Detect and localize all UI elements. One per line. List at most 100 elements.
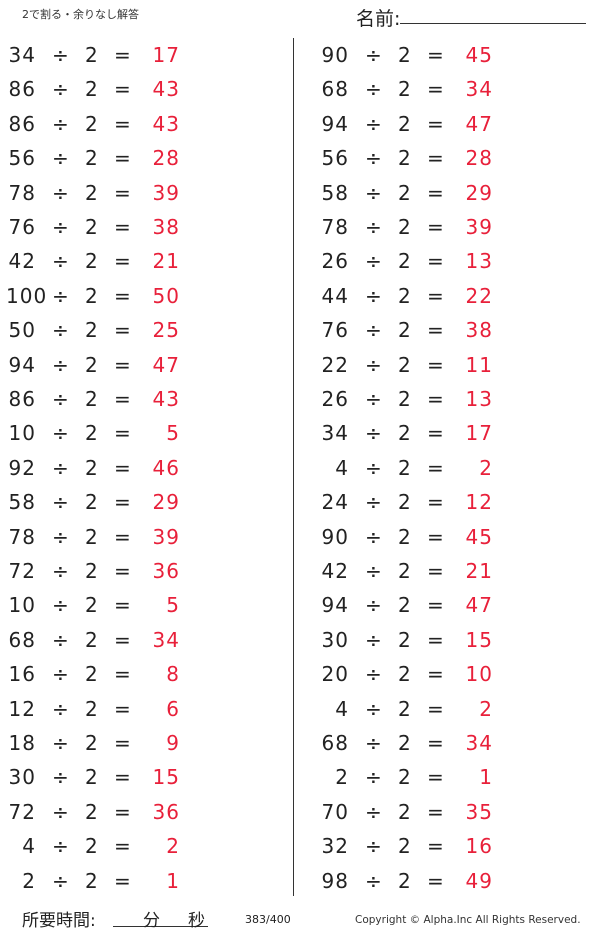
equals-sign: = [427, 834, 444, 859]
equals-sign: = [114, 215, 131, 239]
equals-sign: = [114, 283, 131, 308]
dividend: 30 [8, 765, 36, 790]
dividend: 34 [8, 43, 36, 67]
divisor: 2 [85, 765, 98, 790]
divide-sign: ÷ [365, 146, 382, 171]
dividend: 56 [321, 146, 349, 171]
answer: 46 [152, 455, 180, 480]
dividend: 20 [321, 662, 349, 687]
divisor: 2 [398, 765, 411, 790]
equals-sign: = [114, 593, 131, 618]
problem-row: 68 ÷ 2 = 34 [313, 74, 600, 104]
dividend: 78 [8, 524, 36, 549]
divide-sign: ÷ [52, 215, 69, 239]
problem-row: 68 ÷ 2 = 34 [313, 728, 600, 758]
equals-sign: = [114, 765, 131, 790]
dividend: 26 [321, 387, 349, 411]
equals-sign: = [427, 421, 444, 446]
worksheet-title: 2で割る・余りなし解答 [22, 8, 139, 21]
divide-sign: ÷ [52, 799, 69, 824]
problem-row: 78 ÷ 2 = 39 [0, 522, 300, 552]
answer: 43 [152, 77, 180, 102]
answer: 2 [479, 696, 493, 721]
dividend: 100 [6, 283, 48, 308]
problem-row: 26 ÷ 2 = 13 [313, 384, 600, 414]
answer: 49 [465, 868, 493, 893]
equals-sign: = [114, 662, 131, 687]
divisor: 2 [398, 834, 411, 859]
problem-row: 92 ÷ 2 = 46 [0, 453, 300, 483]
answer: 25 [152, 318, 180, 343]
problem-row: 50 ÷ 2 = 25 [0, 315, 300, 345]
answer: 16 [465, 834, 493, 859]
divisor: 2 [398, 593, 411, 618]
problem-row: 42 ÷ 2 = 21 [313, 556, 600, 586]
divide-sign: ÷ [52, 490, 69, 515]
equals-sign: = [114, 421, 131, 446]
answer: 17 [465, 421, 493, 446]
divide-sign: ÷ [52, 421, 69, 446]
divisor: 2 [85, 421, 98, 446]
divisor: 2 [85, 593, 98, 618]
problem-row: 72 ÷ 2 = 36 [0, 797, 300, 827]
divisor: 2 [398, 524, 411, 549]
equals-sign: = [114, 559, 131, 583]
divisor: 2 [398, 731, 411, 755]
dividend: 30 [321, 627, 349, 652]
answer: 15 [465, 627, 493, 652]
divisor: 2 [398, 111, 411, 136]
divide-sign: ÷ [52, 696, 69, 721]
equals-sign: = [427, 593, 444, 618]
dividend: 90 [321, 524, 349, 549]
divide-sign: ÷ [365, 43, 382, 67]
equals-sign: = [427, 43, 444, 67]
equals-sign: = [114, 731, 131, 755]
divisor: 2 [85, 868, 98, 893]
answer: 35 [465, 799, 493, 824]
equals-sign: = [114, 455, 131, 480]
problem-row: 10 ÷ 2 = 5 [0, 590, 300, 620]
answer: 13 [465, 249, 493, 274]
dividend: 92 [8, 455, 36, 480]
divisor: 2 [398, 662, 411, 687]
divide-sign: ÷ [365, 249, 382, 274]
dividend: 16 [8, 662, 36, 687]
divide-sign: ÷ [365, 662, 382, 687]
divisor: 2 [398, 146, 411, 171]
equals-sign: = [427, 627, 444, 652]
divisor: 2 [85, 318, 98, 343]
divisor: 2 [85, 834, 98, 859]
answer: 9 [166, 731, 180, 755]
divisor: 2 [398, 215, 411, 239]
dividend: 86 [8, 111, 36, 136]
divide-sign: ÷ [365, 111, 382, 136]
equals-sign: = [114, 146, 131, 171]
answer: 15 [152, 765, 180, 790]
divide-sign: ÷ [365, 283, 382, 308]
problem-row: 56 ÷ 2 = 28 [313, 143, 600, 173]
divide-sign: ÷ [365, 180, 382, 205]
divide-sign: ÷ [52, 455, 69, 480]
divisor: 2 [398, 318, 411, 343]
problem-row: 12 ÷ 2 = 6 [0, 694, 300, 724]
problem-row: 4 ÷ 2 = 2 [0, 831, 300, 861]
problem-row: 30 ÷ 2 = 15 [0, 762, 300, 792]
dividend: 78 [8, 180, 36, 205]
answer: 12 [465, 490, 493, 515]
equals-sign: = [427, 868, 444, 893]
dividend: 18 [8, 731, 36, 755]
dividend: 22 [321, 352, 349, 377]
dividend: 42 [8, 249, 36, 274]
divisor: 2 [85, 43, 98, 67]
divisor: 2 [398, 490, 411, 515]
problem-row: 58 ÷ 2 = 29 [0, 487, 300, 517]
divide-sign: ÷ [365, 696, 382, 721]
problem-row: 18 ÷ 2 = 9 [0, 728, 300, 758]
divisor: 2 [85, 559, 98, 583]
problem-row: 86 ÷ 2 = 43 [0, 384, 300, 414]
problem-row: 98 ÷ 2 = 49 [313, 866, 600, 896]
dividend: 72 [8, 799, 36, 824]
divide-sign: ÷ [365, 455, 382, 480]
column-divider [293, 38, 294, 896]
equals-sign: = [114, 111, 131, 136]
